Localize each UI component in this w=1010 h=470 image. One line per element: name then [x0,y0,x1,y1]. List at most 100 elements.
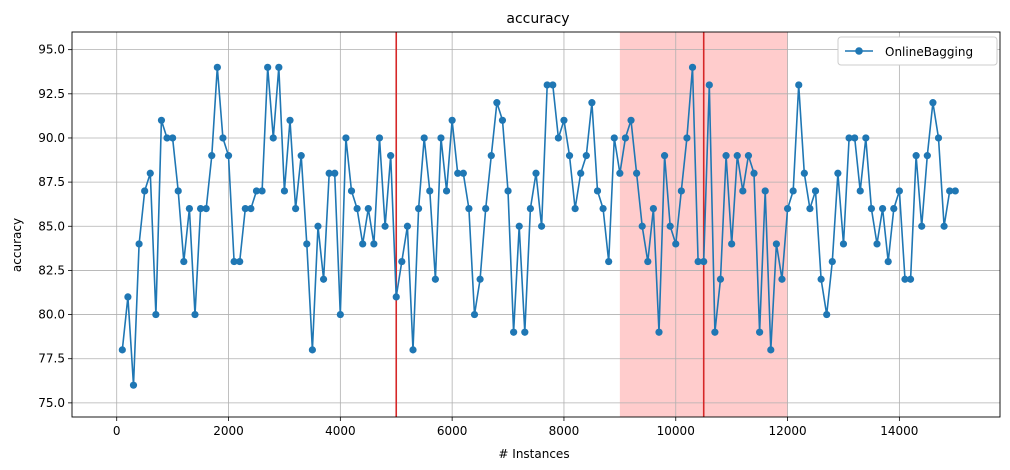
data-point [319,275,328,283]
legend-label: OnlineBagging [885,45,973,59]
data-point [459,169,467,177]
data-point [711,328,719,336]
y-axis-label: accuracy [10,218,24,272]
data-point [616,169,624,177]
data-point [906,275,915,283]
y-tick-label: 75.0 [38,396,65,410]
data-point [934,134,943,142]
data-point [196,205,205,213]
data-point [761,187,769,195]
y-tick-label: 87.5 [38,175,65,189]
x-axis-ticks: 0 2000 4000 6000 8000 10000 12000 14000 [113,417,918,438]
data-point [236,257,244,266]
data-point [817,275,825,283]
data-point [174,187,182,195]
data-point [783,205,792,213]
data-point [560,116,568,124]
data-point [342,134,350,142]
data-point [851,134,859,142]
data-point [504,187,512,195]
data-point [839,240,848,248]
data-point [392,293,400,301]
grid-lines [72,32,1000,417]
data-point [185,205,193,213]
data-point [526,205,535,213]
data-point [258,187,266,195]
data-point [884,257,892,266]
data-point [465,205,473,213]
data-point [146,169,154,177]
data-point [767,346,775,354]
data-point [644,257,652,266]
data-point [828,257,836,266]
data-point [588,99,596,107]
data-point [409,346,417,354]
plot-background [72,32,1000,417]
data-point [537,222,546,230]
x-tick-label: 8000 [549,424,580,438]
data-point [554,134,562,142]
legend: OnlineBagging [837,36,998,66]
data-point [398,257,406,266]
data-point [331,169,339,177]
y-tick-label: 90.0 [38,131,65,145]
data-point [823,310,831,319]
data-point [364,205,372,213]
data-point [750,169,758,177]
data-point [403,222,412,230]
data-point [951,187,959,195]
data-point [901,275,909,283]
data-point [252,187,261,195]
data-point [476,275,484,283]
data-point [437,134,445,142]
x-axis-label: # Instances [498,447,569,461]
data-point [325,169,333,177]
data-point [213,63,221,71]
data-point [375,134,384,142]
data-point [169,134,177,142]
data-point [353,205,361,213]
data-point [890,205,898,213]
data-point [292,205,300,213]
data-point [247,205,255,213]
y-tick-label: 77.5 [38,352,65,366]
data-point [498,116,507,124]
data-point [621,134,630,142]
data-point [230,257,238,266]
data-point [420,134,428,142]
axes-frame [71,31,1001,418]
data-point [141,187,149,195]
data-point [157,116,166,124]
data-point [152,310,160,319]
data-point [666,222,674,230]
y-tick-label: 80.0 [38,308,65,322]
data-point [660,152,669,160]
data-point [655,328,663,336]
data-point [180,257,188,266]
data-point [879,205,887,213]
data-point [834,169,842,177]
x-tick-label: 6000 [437,424,468,438]
data-point [426,187,434,195]
axes-border [71,31,1001,418]
series-group [118,63,959,389]
data-point [672,240,680,248]
data-point [593,187,602,195]
data-point [912,152,920,160]
data-point [923,152,931,160]
data-point [795,81,803,89]
y-tick-label: 82.5 [38,263,65,277]
chart-title: accuracy [506,11,569,27]
data-point [431,275,439,283]
data-point [565,152,574,160]
x-tick-label: 10000 [657,424,695,438]
data-point [862,134,870,142]
data-point [347,187,356,195]
data-point [549,81,557,89]
x-tick-label: 14000 [880,424,918,438]
data-point [733,152,741,160]
data-point [487,152,495,160]
data-point [448,116,456,124]
data-point [918,222,926,230]
data-point [895,187,903,195]
